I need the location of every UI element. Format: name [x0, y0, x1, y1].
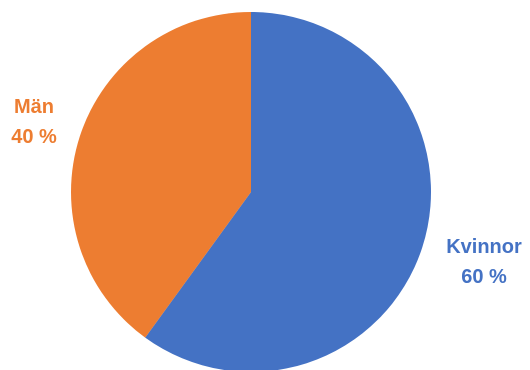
slice-category-label: Kvinnor — [446, 236, 522, 258]
slice-percent-label: 60 % — [461, 266, 507, 288]
pie-slice-män — [71, 12, 251, 338]
slice-percent-label: 40 % — [11, 126, 57, 148]
slice-category-label: Män — [14, 96, 54, 118]
pie-slice-kvinnor — [145, 12, 431, 370]
pie-slices — [71, 12, 431, 370]
pie-labels: Kvinnor 60 % Män 40 % — [11, 96, 522, 288]
